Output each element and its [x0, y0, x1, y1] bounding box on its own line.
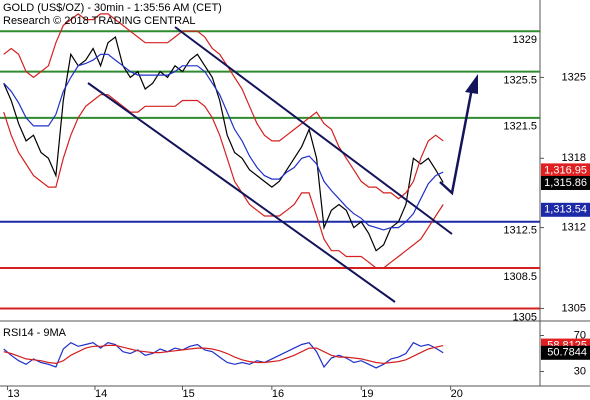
x-tick-label: 15: [182, 388, 194, 400]
arrow-head: [465, 74, 478, 94]
level-label: 1325.5: [503, 75, 537, 87]
x-tick-label: 19: [361, 388, 373, 400]
x-tick-label: 14: [95, 388, 107, 400]
price-tag: [541, 345, 590, 360]
y-tick-label: 30: [574, 365, 586, 377]
series-line: [3, 35, 444, 252]
level-label: 1321.5: [503, 121, 537, 133]
price-tag: [541, 202, 590, 217]
price-tag-label: 50.7844: [547, 347, 587, 359]
y-tick-label: 70: [574, 329, 586, 341]
x-tick-label: 20: [451, 388, 463, 400]
y-tick-label: 1318: [562, 152, 586, 164]
price-tag: [541, 175, 590, 190]
series-line: [3, 341, 444, 369]
x-tick-label: 16: [272, 388, 284, 400]
price-tag-label: 1,313.54: [544, 204, 587, 216]
y-tick-label: 1325: [562, 71, 586, 83]
channel-lower: [87, 82, 396, 303]
level-label: 1329: [513, 34, 537, 46]
y-tick-label: 1305: [562, 302, 586, 314]
series-line: [3, 53, 444, 231]
x-tick-label: 13: [7, 388, 19, 400]
series-line: [3, 344, 444, 365]
price-tag: [541, 163, 590, 178]
level-label: 1312.5: [503, 225, 537, 237]
rsi-title: RSI14 - 9MA: [3, 327, 67, 339]
series-line: [3, 13, 444, 200]
level-label: 1305: [513, 311, 537, 323]
chart-subtitle: Research © 2018 TRADING CENTRAL: [3, 15, 196, 27]
series-line: [3, 94, 444, 269]
price-tag-label: 1,316.95: [544, 164, 587, 176]
y-tick-label: 1312: [562, 221, 586, 233]
level-label: 1308.5: [503, 271, 537, 283]
chart-title: GOLD (US$/OZ) - 30min - 1:35:56 AM (CET): [3, 2, 222, 14]
price-tag-label: 1,315.86: [544, 177, 587, 189]
projection-arrow: [439, 87, 474, 196]
channel-upper: [174, 26, 453, 235]
